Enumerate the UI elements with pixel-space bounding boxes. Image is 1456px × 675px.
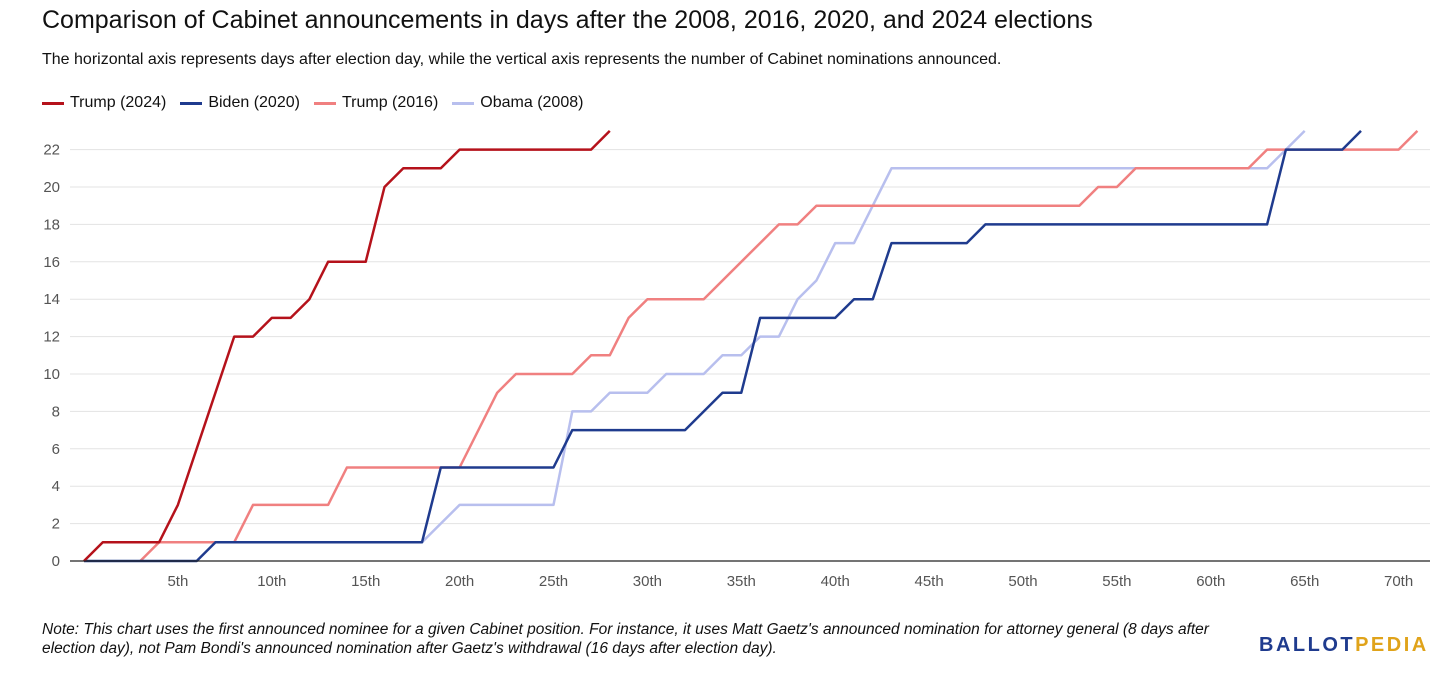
legend-swatch bbox=[42, 101, 64, 105]
legend-label: Biden (2020) bbox=[208, 94, 300, 111]
series-line-biden-2020 bbox=[84, 130, 1362, 563]
legend-label: Trump (2024) bbox=[70, 94, 167, 111]
x-tick-label: 40th bbox=[821, 573, 850, 590]
legend-label: Obama (2008) bbox=[480, 94, 584, 111]
y-tick-label: 20 bbox=[43, 179, 60, 196]
x-tick-label: 25th bbox=[539, 573, 568, 590]
y-tick-label: 12 bbox=[43, 329, 60, 346]
x-tick-label: 55th bbox=[1102, 573, 1131, 590]
y-tick-label: 4 bbox=[52, 478, 60, 495]
series-lines bbox=[83, 130, 1419, 563]
series-line-obama-2008 bbox=[421, 130, 1306, 544]
x-tick-label: 70th bbox=[1384, 573, 1413, 590]
x-tick-label: 30th bbox=[633, 573, 662, 590]
y-tick-label: 6 bbox=[52, 441, 60, 458]
y-tick-label: 22 bbox=[43, 142, 60, 159]
legend-label: Trump (2016) bbox=[341, 94, 439, 111]
x-tick-label: 45th bbox=[914, 573, 943, 590]
logo-part1: BALLOT bbox=[1259, 634, 1356, 656]
logo-part2: PEDIA bbox=[1355, 634, 1429, 656]
x-tick-label: 65th bbox=[1290, 573, 1319, 590]
y-tick-label: 0 bbox=[52, 553, 60, 570]
y-tick-label: 18 bbox=[43, 216, 60, 233]
legend-swatch bbox=[452, 101, 475, 105]
y-tick-label: 8 bbox=[52, 403, 60, 420]
footnote: Note: This chart uses the first announce… bbox=[42, 621, 1209, 657]
chart-title: Comparison of Cabinet announcements in d… bbox=[42, 6, 1093, 34]
y-tick-label: 2 bbox=[52, 516, 60, 533]
y-tick-label: 16 bbox=[43, 254, 60, 271]
legend-item: Trump (2016) bbox=[313, 94, 439, 112]
series-line-trump-2016 bbox=[139, 130, 1419, 562]
y-tick-label: 14 bbox=[43, 291, 60, 308]
legend-item: Obama (2008) bbox=[452, 94, 583, 112]
legend-swatch bbox=[313, 101, 336, 105]
x-tick-label: 50th bbox=[1008, 573, 1037, 590]
x-tick-label: 20th bbox=[445, 573, 474, 590]
legend-item: Biden (2020) bbox=[180, 94, 300, 112]
x-tick-label: 15th bbox=[351, 573, 380, 590]
chart-legend: Trump (2024) Biden (2020) Trump (2016) Obam… bbox=[42, 94, 597, 112]
x-tick-label: 35th bbox=[727, 573, 756, 590]
x-tick-label: 5th bbox=[167, 573, 188, 590]
grid-lines bbox=[70, 149, 1430, 525]
y-axis-ticks: 0 2 4 6 8 10 12 14 16 18 20 22 bbox=[43, 142, 60, 570]
series-line-trump-2024 bbox=[83, 130, 611, 562]
legend-item: Trump (2024) bbox=[42, 94, 166, 112]
x-axis-ticks: 5th 10th 15th 20th 25th 30th 35th 40th 45th 50th 5… bbox=[167, 573, 1413, 590]
chart-subtitle: The horizontal axis represents days afte… bbox=[42, 51, 1002, 68]
x-tick-label: 10th bbox=[257, 573, 286, 590]
y-tick-label: 10 bbox=[43, 366, 60, 383]
legend-swatch bbox=[180, 101, 203, 105]
x-tick-label: 60th bbox=[1196, 573, 1225, 590]
ballotpedia-logo: BALLOTPEDIA bbox=[1259, 634, 1429, 657]
